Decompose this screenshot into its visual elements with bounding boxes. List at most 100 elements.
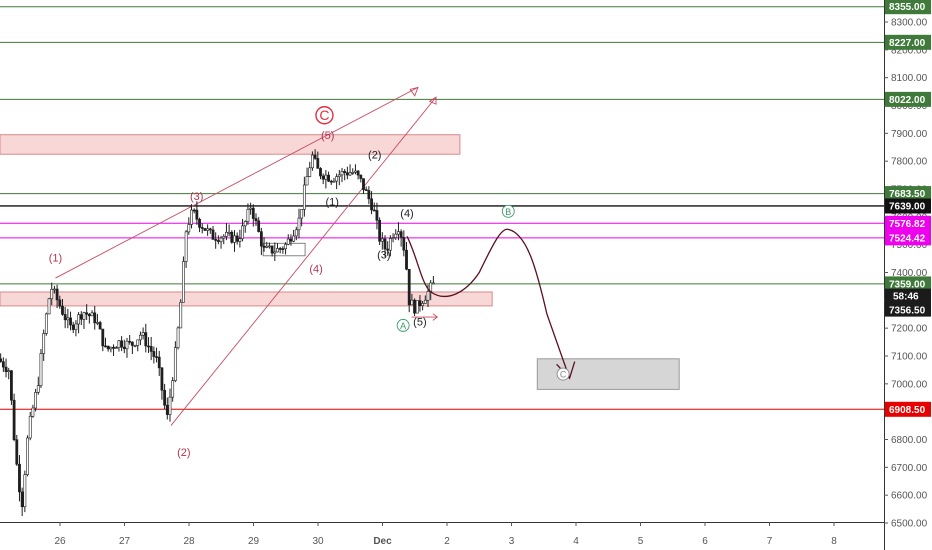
candle-body [122, 346, 126, 350]
price-axis-bg [884, 0, 932, 550]
candle-body [235, 235, 239, 242]
candle-body [34, 392, 38, 409]
candle-body [149, 346, 153, 352]
candle-body [147, 345, 150, 348]
price-tick-label: 7900.00 [891, 129, 928, 140]
candle-body [335, 176, 339, 182]
candle-body [297, 217, 301, 231]
time-axis: 26 27 28 29 30 Dec 2 3 4 5 6 7 8 [0, 522, 884, 547]
circle-label-ring [315, 106, 334, 125]
candle-body [208, 228, 212, 231]
price-tick-label: 8300.00 [891, 18, 928, 29]
candle-body [192, 209, 196, 212]
candle-body [206, 228, 210, 231]
price-tick-label: 7100.00 [891, 352, 928, 363]
last-price-bg [885, 288, 931, 317]
candle-body [184, 231, 188, 262]
countdown-label: 58:46 [893, 292, 919, 303]
candle-body [278, 248, 282, 250]
candle-body [87, 313, 91, 317]
wave-labels-layer: (1) (2) (3) (4) (5) (1) (2) (3) (4) (5) C A B C [49, 106, 570, 459]
candle-body [407, 268, 411, 306]
candle-body [305, 176, 309, 186]
candle-body [173, 347, 177, 381]
candle-body [141, 332, 145, 336]
candle-body [125, 340, 129, 350]
candle-body [324, 174, 328, 180]
candle-body [386, 248, 390, 251]
candle-body [343, 171, 347, 173]
candle-body [216, 240, 220, 242]
projection-curve[interactable] [406, 228, 571, 379]
candle-body [112, 346, 115, 349]
small-arrow-head [432, 313, 439, 321]
candle-body [117, 340, 121, 348]
candle-body [251, 207, 255, 219]
candle-body [262, 245, 266, 248]
level-label: 8022.00 [889, 95, 926, 106]
time-tick-label: 28 [183, 536, 195, 547]
candle-body [50, 288, 54, 300]
circle-label-ring [501, 204, 515, 218]
wedge-upper-line[interactable] [55, 87, 419, 279]
candle-body [370, 198, 373, 211]
level-label-bg [885, 34, 931, 50]
candle-body [90, 312, 94, 317]
candle-body [276, 248, 279, 253]
time-tick-label: 6 [702, 536, 708, 547]
candle-body [294, 229, 298, 237]
price-tick-label: 7800.00 [891, 157, 928, 168]
candle-body [133, 345, 137, 347]
wave-label: (2) [368, 149, 381, 161]
candle-body [308, 167, 312, 177]
candle-body [383, 238, 387, 250]
candle-body [109, 346, 113, 350]
candle-body [214, 239, 218, 241]
range-box[interactable] [262, 242, 306, 257]
zone-box-2[interactable] [0, 291, 493, 307]
candle-body [79, 314, 83, 320]
candle-body [130, 341, 134, 346]
wedge-upper-arrowhead [409, 86, 419, 97]
horizontal-lines-layer [0, 6, 884, 410]
last-price-label: 7356.50 [889, 306, 926, 317]
wave-label: (3) [190, 191, 203, 203]
candle-body [421, 303, 425, 306]
candle-body [375, 210, 379, 221]
candle-body [26, 437, 29, 475]
candle-body [257, 220, 261, 232]
level-label-bg [885, 186, 931, 202]
candle-body [74, 323, 78, 330]
zone-box-1[interactable] [0, 134, 461, 155]
time-tick-label: 8 [831, 536, 837, 547]
candle-body [28, 415, 32, 439]
candle-body [0, 358, 3, 362]
level-label-bg [885, 215, 931, 231]
candle-body [85, 312, 89, 315]
time-tick-label: 3 [509, 536, 515, 547]
candle-body [198, 218, 201, 228]
candle-body [18, 463, 21, 493]
candle-body [203, 228, 207, 231]
candle-body [160, 367, 164, 391]
candle-body [313, 154, 317, 159]
price-tick-label: 7000.00 [891, 379, 928, 390]
candle-body [265, 245, 269, 248]
candle-body [356, 170, 360, 176]
price-tick-label: 7400.00 [891, 268, 928, 279]
candle-body [200, 227, 204, 229]
candle-body [238, 238, 242, 242]
candle-body [270, 245, 274, 254]
candle-body [195, 209, 199, 220]
level-label: 8227.00 [889, 38, 926, 49]
circle-label-text: C [560, 370, 567, 380]
time-tick-label: 5 [638, 536, 644, 547]
wedge-lower-line[interactable] [170, 96, 437, 426]
candle-body [120, 340, 124, 348]
candle-body [69, 317, 72, 326]
candle-body [316, 158, 320, 169]
candle-body [284, 244, 287, 250]
price-tick-label: 7200.00 [891, 324, 928, 335]
candle-body [187, 224, 191, 233]
